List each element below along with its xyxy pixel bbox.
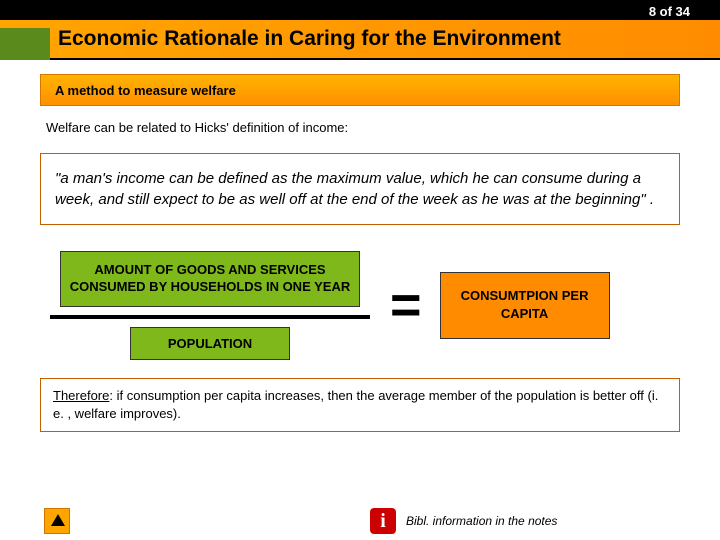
slide-title: Economic Rationale in Caring for the Env… bbox=[58, 27, 561, 51]
sub-header: A method to measure welfare bbox=[40, 74, 680, 106]
nav-up-arrow-icon[interactable] bbox=[44, 508, 70, 534]
bibl-note: Bibl. information in the notes bbox=[406, 514, 557, 528]
equation-row: AMOUNT OF GOODS AND SERVICES CONSUMED BY… bbox=[40, 251, 680, 360]
quote-box: "a man's income can be defined as the ma… bbox=[40, 153, 680, 225]
page-counter: 8 of 34 bbox=[649, 4, 690, 19]
intro-text: Welfare can be related to Hicks' definit… bbox=[40, 120, 680, 135]
denominator-box: POPULATION bbox=[130, 327, 290, 360]
sub-header-text: A method to measure welfare bbox=[55, 83, 236, 98]
therefore-rest: : if consumption per capita increases, t… bbox=[53, 388, 658, 421]
numerator-box: AMOUNT OF GOODS AND SERVICES CONSUMED BY… bbox=[60, 251, 360, 307]
therefore-label: Therefore bbox=[53, 388, 109, 403]
fraction-column: AMOUNT OF GOODS AND SERVICES CONSUMED BY… bbox=[40, 251, 380, 360]
green-accent-block bbox=[0, 28, 50, 60]
content-area: Welfare can be related to Hicks' definit… bbox=[40, 120, 680, 432]
title-band: Economic Rationale in Caring for the Env… bbox=[0, 20, 720, 58]
therefore-box: Therefore: if consumption per capita inc… bbox=[40, 378, 680, 432]
info-icon[interactable]: i bbox=[370, 508, 396, 534]
result-box: CONSUMTPION PER CAPITA bbox=[440, 272, 610, 338]
fraction-line bbox=[50, 315, 370, 319]
equals-sign: = bbox=[390, 278, 422, 332]
footer: i Bibl. information in the notes bbox=[0, 508, 720, 534]
